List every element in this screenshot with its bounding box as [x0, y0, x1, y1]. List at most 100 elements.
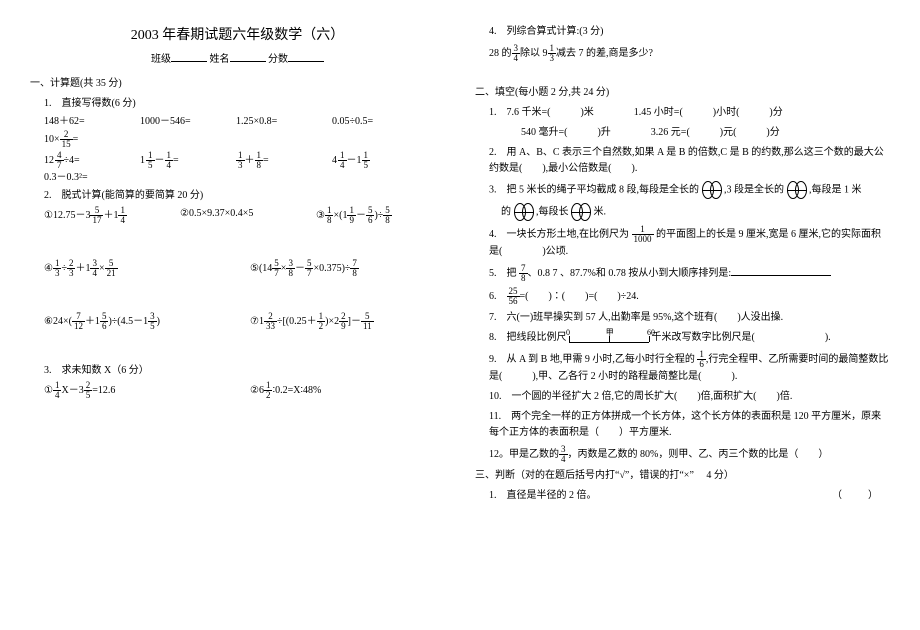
q-r2a: 1247÷4=: [44, 151, 140, 170]
score-blank: [288, 51, 324, 62]
text: ,3 段是全长的: [724, 184, 784, 195]
whole: 12: [44, 153, 54, 169]
op: －: [155, 155, 165, 166]
den: 6: [697, 360, 706, 369]
text: ×(1: [333, 210, 347, 221]
q7: ⑦1233÷[(0.25＋12)×229]－511: [250, 312, 380, 331]
q-r1e: 10×215=: [44, 130, 120, 149]
text: ①12.75－3: [44, 210, 90, 221]
text: =( )∶( )=( )÷24.: [520, 291, 639, 302]
den: 15: [60, 140, 73, 149]
text: =: [73, 134, 79, 145]
section-3: 三、判断（对的在题后括号内打“√”，错误的打“×” 4 分）: [475, 468, 890, 484]
den: 8: [350, 269, 359, 278]
q-r1d: 0.05÷0.5=: [332, 114, 428, 130]
text: 减去 7 的差,商是多少?: [556, 48, 653, 59]
section-1-1: 1. 直接写得数(6 分): [44, 96, 445, 112]
answer-blank: [731, 265, 831, 276]
text: 28 的: [489, 48, 512, 59]
den: 4: [90, 269, 99, 278]
q-r2d: 414－115: [332, 151, 428, 170]
score-label: 分数: [268, 54, 288, 65]
class-blank: [171, 51, 207, 62]
den: 4: [165, 161, 174, 170]
text: ×0.375)÷: [313, 263, 350, 274]
f10: 10. 一个圆的半径扩大 2 倍,它的周长扩大( )倍,面积扩大( )倍.: [489, 389, 890, 405]
f12: 12。甲是乙数的34，丙数是乙数的 80%，则甲、乙、丙三个数的比是（ ）: [489, 445, 890, 464]
q5: ⑤(1457×38－57×0.375)÷78: [250, 259, 365, 278]
calc-row-1: 148＋62= 1000－546= 1.25×0.8= 0.05÷0.5= 10…: [44, 114, 445, 149]
scale-label: 甲: [606, 327, 614, 340]
text: ，丙数是乙数的 80%，则甲、乙、丙三个数的比是（ ）: [568, 449, 829, 460]
judge-paren: （ ）: [832, 488, 880, 504]
text: 、0.8 7 、87.7%和 0.78 按从小到大顺序排列是:: [528, 268, 732, 279]
den: 8: [519, 274, 528, 283]
text: 1. 直径是半径的 2 倍。: [489, 490, 597, 501]
f6: 6. 2556=( )∶( )=( )÷24.: [489, 287, 890, 306]
name-blank: [230, 51, 266, 62]
section-2: 二、填空(每小题 2 分,共 24 分): [475, 85, 890, 101]
loops-icon: [514, 203, 534, 221]
den: 1000: [632, 235, 654, 244]
f2: 2. 用 A、B、C 表示三个自然数,如果 A 是 B 的倍数,C 是 B 的约…: [489, 145, 890, 177]
text: 12。甲是乙数的: [489, 449, 559, 460]
text: X－3: [61, 385, 83, 396]
den: 3: [548, 54, 557, 63]
den: 21: [105, 269, 118, 278]
op: ＋1: [85, 316, 100, 327]
loops-icon: [702, 181, 722, 199]
text: 5. 把: [489, 268, 519, 279]
den: 56: [507, 297, 520, 306]
f4: 4. 一块长方形土地,在比例尺为 11000 的平面图上的长是 9 厘米,宽是 …: [489, 225, 890, 260]
text: 除以 9: [520, 48, 548, 59]
text: 9. 从 A 到 B 地,甲需 9 小时,乙每小时行全程的: [489, 354, 697, 365]
text: =12.6: [92, 385, 115, 396]
den: 5: [362, 161, 371, 170]
qx1: ①14X－325=12.6: [44, 381, 250, 400]
loops-icon: [571, 203, 591, 221]
text: ⑦1: [250, 316, 264, 327]
den: 4: [338, 161, 347, 170]
scale-icon: 0 甲 60: [569, 332, 649, 343]
calc-row-5: ⑥24×(712＋156)÷(4.5－135) ⑦1233÷[(0.25＋12)…: [44, 312, 445, 331]
text: ②6: [250, 385, 264, 396]
section-1: 一、计算题(共 35 分): [30, 76, 445, 92]
den: 5: [148, 322, 157, 331]
f1b: 540 毫升=( )升 3.26 元=( )元( )分: [501, 125, 890, 141]
q2: ②0.5×9.37×0.4×5: [180, 206, 316, 225]
text: 4. 一块长方形土地,在比例尺为: [489, 229, 632, 240]
f1: 1. 7.6 千米=( )米 1.45 小时=( )小时( )分: [489, 105, 890, 121]
op: ＋: [245, 155, 255, 166]
den: 17: [90, 216, 103, 225]
whole: 1: [140, 153, 145, 169]
text: 的: [501, 206, 511, 217]
den: 12: [72, 322, 85, 331]
q-r1c: 1.25×0.8=: [236, 114, 332, 130]
den: 4: [512, 54, 521, 63]
text: ÷4=: [64, 155, 80, 166]
loops-icon: [787, 181, 807, 199]
header-line: 班级 姓名 分数: [30, 51, 445, 68]
op: ＋1: [103, 210, 118, 221]
op: －: [295, 263, 305, 274]
q-r2e: 0.3－0.3²=: [44, 170, 120, 186]
text: ①: [44, 385, 53, 396]
den: 4: [559, 455, 568, 464]
whole: 4: [332, 153, 337, 169]
f5: 5. 把 78、0.8 7 、87.7%和 0.78 按从小到大顺序排列是:: [489, 264, 890, 283]
q1: ①12.75－3517＋114: [44, 206, 180, 225]
text: 3. 把 5 米长的绳子平均截成 8 段,每段是全长的: [489, 184, 699, 195]
text: )×2: [325, 316, 339, 327]
den: 8: [286, 269, 295, 278]
text: ,每段长: [536, 206, 569, 217]
text: ④: [44, 263, 53, 274]
text: )÷: [374, 210, 383, 221]
q6: ⑥24×(712＋156)÷(4.5－135): [44, 312, 250, 331]
text: 米.: [594, 206, 607, 217]
scale-label: 0: [566, 327, 570, 340]
scale-label: 60: [647, 327, 655, 340]
den: 8: [255, 161, 264, 170]
op: ＋1: [75, 263, 90, 274]
f9: 9. 从 A 到 B 地,甲需 9 小时,乙每小时行全程的 16,行完全程甲、乙…: [489, 350, 890, 385]
text: ÷[(0.25＋: [277, 316, 317, 327]
